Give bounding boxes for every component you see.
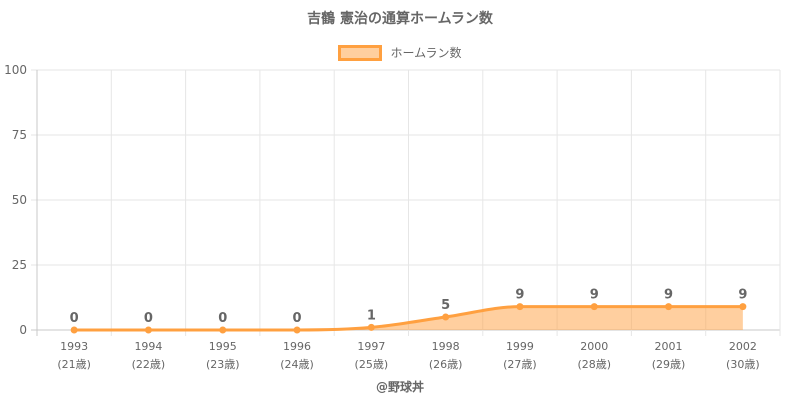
data-label: 9 (738, 288, 747, 303)
data-point (665, 303, 673, 311)
x-tick-sublabel: (27歳) (503, 358, 537, 371)
data-label: 9 (515, 288, 524, 303)
x-tick-label: 1998 (432, 340, 460, 353)
x-tick-sublabel: (29歳) (652, 358, 686, 371)
grid (31, 69, 781, 336)
x-tick-label: 1995 (209, 340, 237, 353)
y-tick-label: 25 (12, 258, 27, 272)
data-points (70, 303, 747, 334)
x-tick-sublabel: (21歳) (57, 358, 91, 371)
data-point (739, 303, 747, 311)
data-point (442, 313, 450, 321)
data-point (144, 326, 152, 334)
x-tick-label: 2000 (580, 340, 608, 353)
data-label: 0 (218, 311, 227, 326)
x-tick-label: 1996 (283, 340, 311, 353)
data-labels: 0 0 0 0 1 5 9 9 9 9 (70, 288, 748, 326)
series-line (74, 305, 743, 332)
credit: @野球丼 (375, 380, 424, 394)
x-tick-label: 1994 (134, 340, 162, 353)
data-label: 0 (293, 311, 302, 326)
data-point (293, 326, 301, 334)
x-tick-sublabel: (30歳) (726, 358, 760, 371)
x-tick-label: 1997 (357, 340, 385, 353)
x-tick-label: 1993 (60, 340, 88, 353)
x-tick-label: 2002 (729, 340, 757, 353)
x-tick-label: 1999 (506, 340, 534, 353)
x-tick-sublabel: (25歳) (355, 358, 389, 371)
x-tick-sublabel: (28歳) (577, 358, 611, 371)
data-label: 0 (70, 311, 79, 326)
data-label: 9 (664, 288, 673, 303)
series-area (74, 306, 743, 330)
data-point (590, 303, 598, 311)
data-label: 9 (590, 288, 599, 303)
chart-title: 吉鶴 憲治の通算ホームラン数 (307, 11, 493, 27)
data-label: 1 (367, 308, 376, 323)
y-tick-label: 100 (4, 63, 27, 77)
legend-swatch (338, 44, 383, 61)
legend[interactable]: ホームラン数 (0, 44, 800, 61)
legend-label: ホームラン数 (390, 46, 462, 60)
x-tick-sublabel: (24歳) (280, 358, 314, 371)
data-point (219, 326, 227, 334)
x-tick-sublabel: (26歳) (429, 358, 463, 371)
x-tick-sublabel: (22歳) (132, 358, 166, 371)
data-label: 5 (441, 298, 450, 313)
data-point (367, 323, 375, 331)
x-tick-sublabel: (23歳) (206, 358, 240, 371)
y-tick-label: 75 (12, 128, 27, 142)
x-tick-label: 2001 (655, 340, 683, 353)
x-axis: 1993 (21歳) 1994 (22歳) 1995 (23歳) 1996 (24歳) 1997… (57, 340, 759, 371)
y-tick-label: 50 (12, 193, 27, 207)
y-axis: 0 25 50 75 100 (4, 63, 27, 337)
y-tick-label: 0 (19, 323, 27, 337)
data-point (516, 303, 524, 311)
data-point (70, 326, 78, 334)
data-label: 0 (144, 311, 153, 326)
